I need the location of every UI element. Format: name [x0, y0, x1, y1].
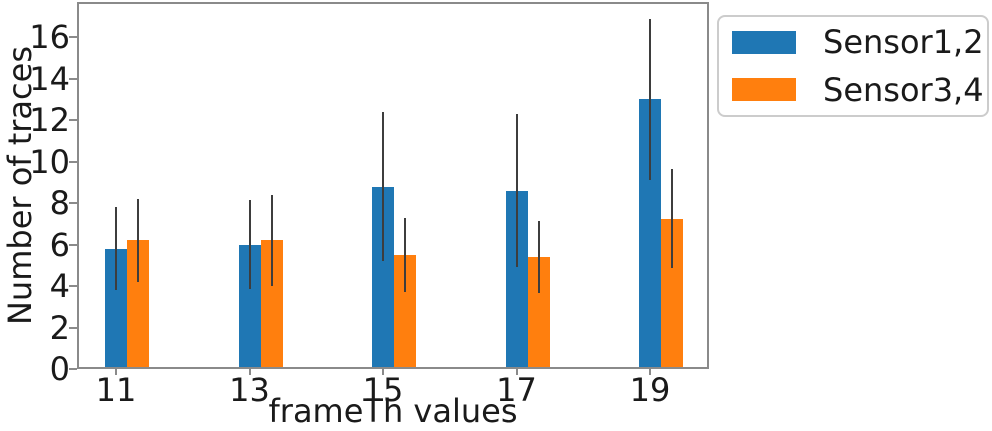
bar-sensor1-2-19: [639, 99, 661, 369]
legend-swatch-sensor3-4-icon: [732, 78, 796, 102]
y-tick-label-16: 16: [29, 18, 70, 57]
legend-item-sensor3-4: Sensor3,4: [719, 68, 987, 112]
error-bar-sensor1-2-17: [515, 113, 518, 268]
bar-sensor1-2-11: [105, 248, 127, 369]
bar-sensor1-2-13: [238, 244, 261, 369]
error-bar-sensor1-2-13: [248, 200, 251, 290]
x-tick-mark: [382, 369, 384, 375]
y-tick-mark: [69, 77, 77, 80]
legend-swatch-sensor1-2-icon: [732, 30, 796, 54]
y-tick-label-14: 14: [29, 59, 70, 98]
x-tick-mark: [515, 369, 518, 375]
bar-sensor1-2-15: [372, 186, 394, 369]
x-axis-title: frameTh values: [268, 392, 518, 430]
error-bar-sensor1-2-19: [649, 18, 651, 181]
error-bar-sensor1-2-15: [382, 111, 384, 262]
y-tick-label-6: 6: [49, 225, 70, 264]
bar-sensor3-4-11: [127, 240, 149, 369]
bar-sensor3-4-13: [260, 240, 283, 369]
error-bar-sensor3-4-11: [137, 198, 139, 282]
y-tick-mark: [69, 285, 77, 288]
y-tick-mark: [69, 326, 77, 329]
legend-label-sensor1-2: Sensor1,2: [823, 23, 984, 62]
y-tick-label-8: 8: [49, 184, 70, 223]
y-tick-mark: [69, 36, 77, 39]
y-tick-label-10: 10: [29, 142, 70, 181]
y-tick-mark: [69, 368, 77, 370]
x-tick-label-19: 19: [629, 371, 671, 409]
y-tick-label-0: 0: [49, 350, 70, 388]
y-tick-label-4: 4: [49, 267, 70, 306]
legend-label-sensor3-4: Sensor3,4: [823, 70, 984, 109]
bar-sensor3-4-19: [661, 218, 683, 369]
legend: Sensor1,2 Sensor3,4: [717, 15, 989, 117]
y-tick-label-2: 2: [49, 308, 70, 347]
x-tick-mark: [248, 369, 251, 375]
error-bar-sensor3-4-19: [671, 168, 673, 269]
x-tick-label-17: 17: [496, 371, 537, 409]
x-tick-label-13: 13: [229, 371, 270, 409]
x-tick-label-15: 15: [362, 371, 404, 409]
error-bar-sensor3-4-13: [270, 194, 273, 287]
x-tick-mark: [115, 369, 117, 375]
y-tick-mark: [69, 119, 77, 122]
x-tick-mark: [649, 369, 651, 375]
y-tick-mark: [69, 202, 77, 205]
y-tick-mark: [69, 243, 77, 246]
error-bar-sensor3-4-15: [404, 217, 406, 293]
error-bar-sensor1-2-11: [115, 207, 117, 291]
y-tick-label-12: 12: [29, 101, 70, 140]
bar-sensor1-2-17: [505, 190, 528, 369]
legend-item-sensor1-2: Sensor1,2: [719, 20, 987, 64]
error-bar-sensor3-4-17: [537, 220, 540, 294]
x-tick-label-11: 11: [95, 371, 137, 409]
bar-sensor3-4-15: [394, 254, 416, 369]
bar-sensor3-4-17: [527, 257, 550, 369]
y-tick-mark: [69, 160, 77, 163]
